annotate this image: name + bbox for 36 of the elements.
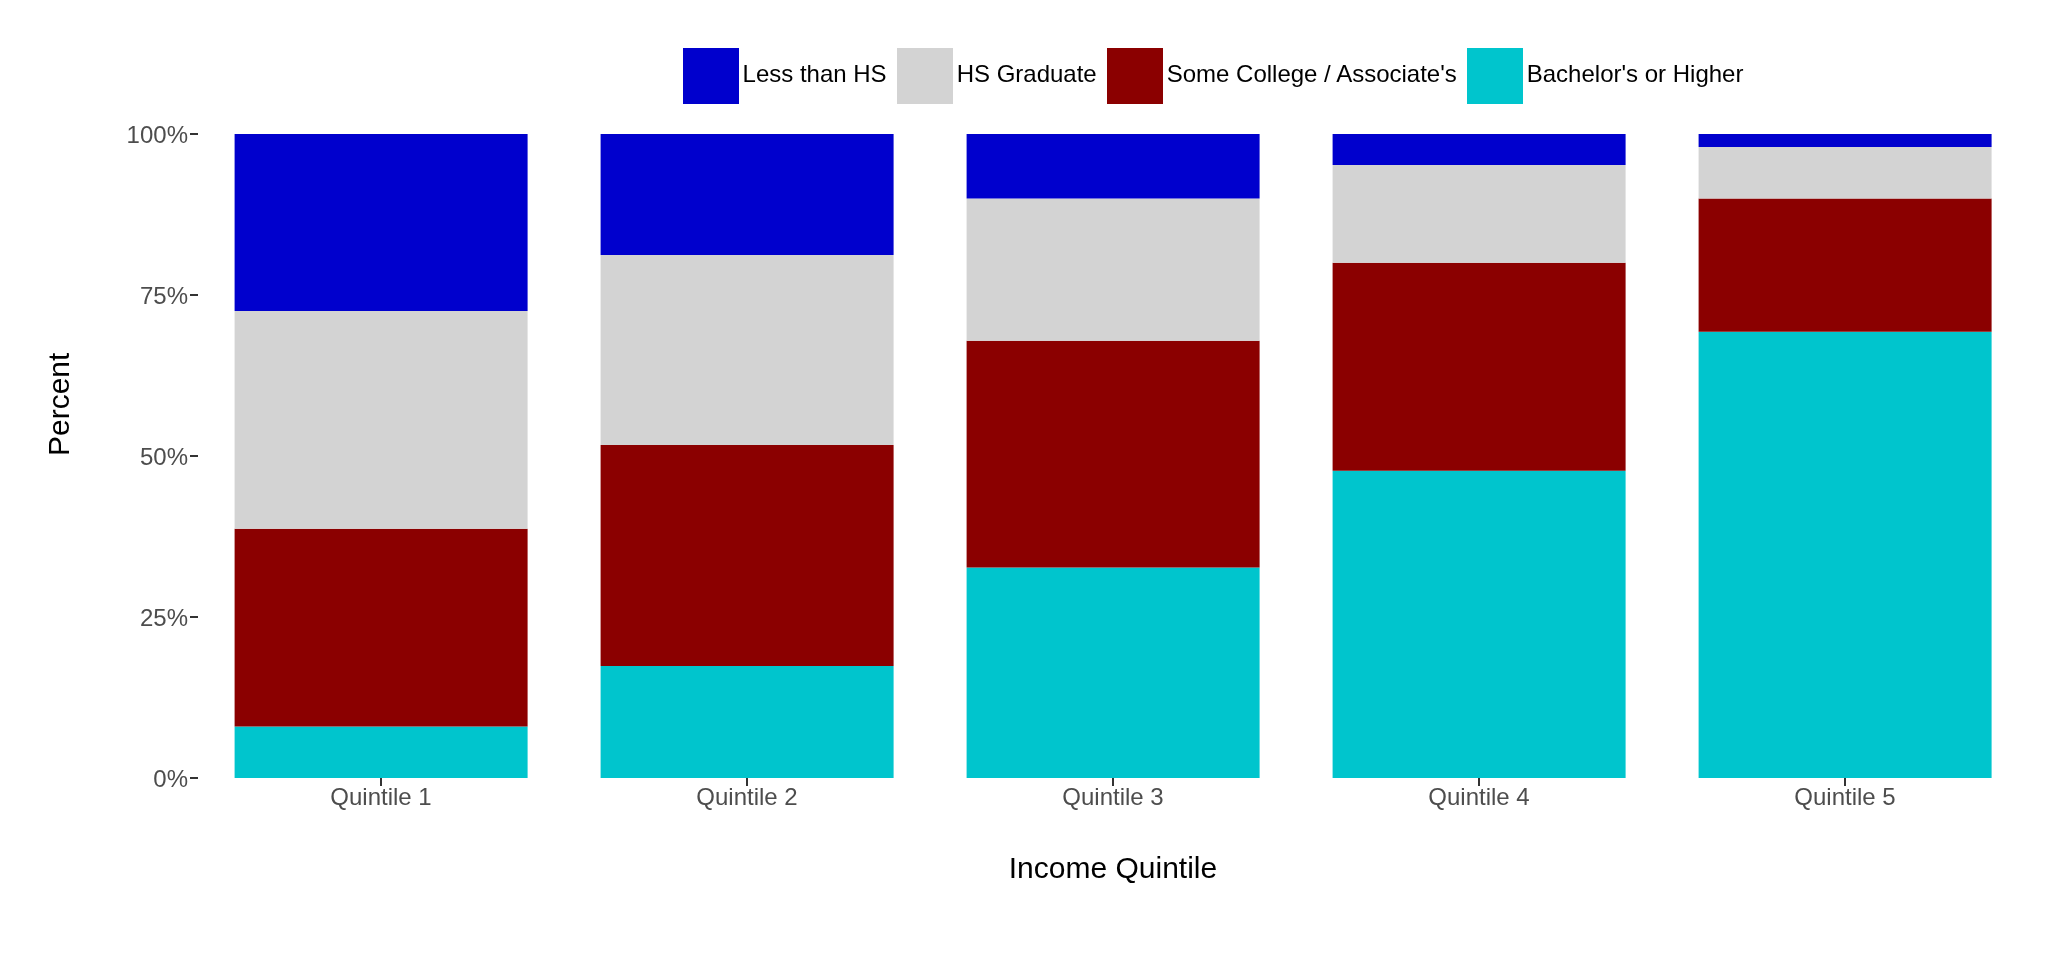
legend-label: Some College / Associate's <box>1166 60 1457 88</box>
y-tick-label: 25% <box>139 603 188 631</box>
legend-label: Bachelor's or Higher <box>1526 60 1744 88</box>
bar <box>966 567 1260 778</box>
legend-label: Less than HS <box>742 60 887 88</box>
bar <box>1332 262 1626 471</box>
x-tick-label: Quintile 1 <box>330 783 432 811</box>
y-axis-title: Percent <box>41 351 75 456</box>
y-tick-label: 100% <box>126 120 188 148</box>
y-tick-label: 75% <box>139 281 188 309</box>
bar <box>1332 164 1626 263</box>
bar <box>234 528 528 727</box>
x-tick-label: Quintile 3 <box>1062 783 1164 811</box>
bar <box>1698 331 1992 778</box>
bar <box>1332 470 1626 778</box>
legend-label: HS Graduate <box>956 60 1097 88</box>
bar <box>966 134 1260 199</box>
bar <box>600 134 894 256</box>
bar <box>600 255 894 446</box>
y-tick-label: 50% <box>139 442 188 470</box>
bar <box>600 445 894 666</box>
bar <box>1698 146 1992 199</box>
bar <box>1698 134 1992 147</box>
bar <box>966 340 1260 568</box>
x-tick-label: Quintile 5 <box>1794 783 1896 811</box>
bar <box>234 311 528 529</box>
bar <box>600 665 894 778</box>
bar <box>234 726 528 778</box>
bar <box>1332 134 1626 165</box>
x-tick-label: Quintile 2 <box>696 783 798 811</box>
x-tick-label: Quintile 4 <box>1428 783 1530 811</box>
y-tick-label: 0% <box>153 764 188 792</box>
bar <box>966 198 1260 341</box>
bar <box>234 134 528 312</box>
x-axis-title: Income Quintile <box>1008 851 1218 884</box>
bar <box>1698 198 1992 332</box>
